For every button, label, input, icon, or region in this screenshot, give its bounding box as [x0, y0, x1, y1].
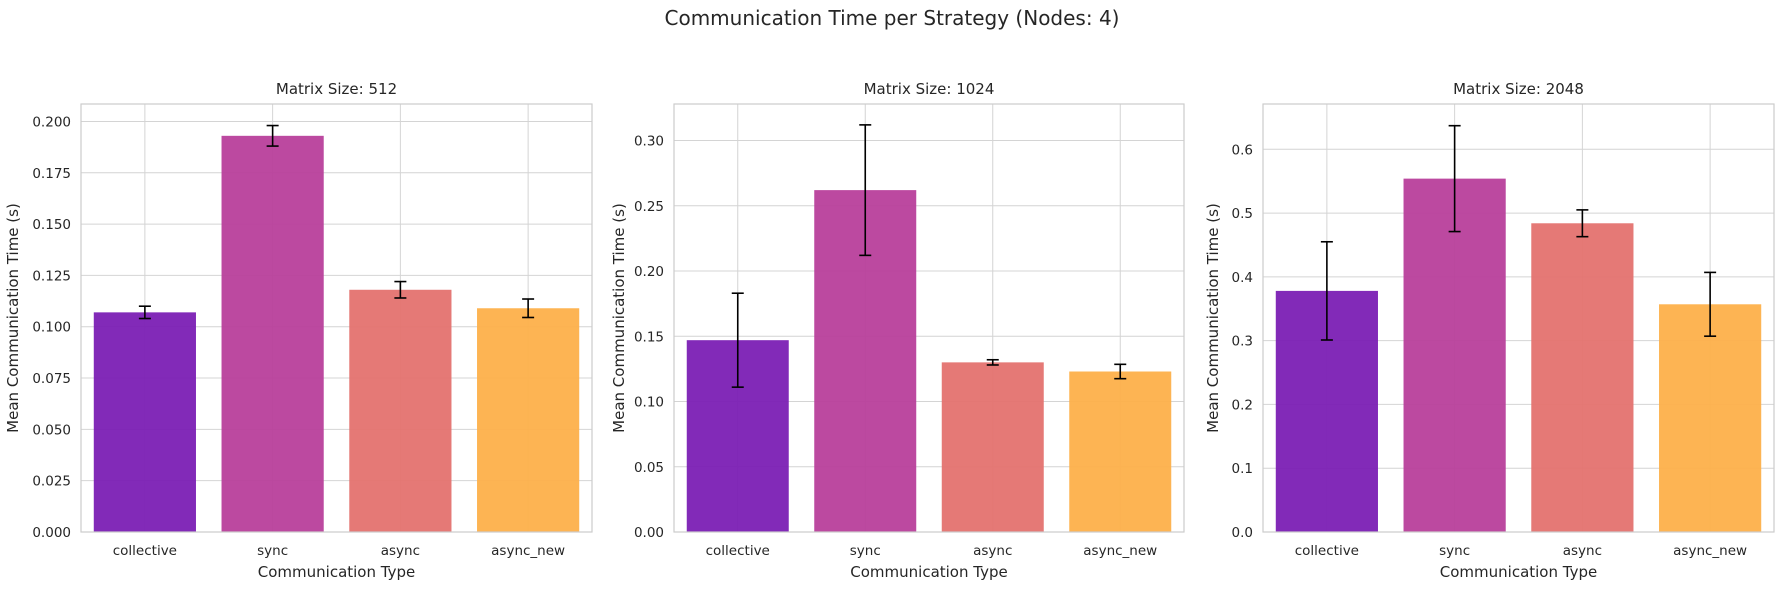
bar-async_new [1069, 371, 1172, 532]
x-axis-label: Communication Type [258, 563, 415, 581]
y-tick-label: 0.075 [32, 371, 71, 387]
error-bar-sync [859, 124, 872, 257]
y-tick-label: 0.150 [32, 217, 71, 233]
y-tick-label: 0.4 [1232, 270, 1253, 286]
chart-panel-2: 0.00 0.05 0.10 0.15 0.20 0.25 0.30 collective sy… [610, 80, 1185, 581]
bar-async [941, 362, 1044, 532]
y-tick-label: 0.025 [32, 474, 71, 490]
bar-async_new [1659, 304, 1762, 532]
x-tick-label-collective: collective [1295, 543, 1359, 559]
bar-async [1531, 223, 1634, 532]
x-tick-label-async_new: async_new [491, 543, 565, 559]
chart-panel-3: 0.0 0.1 0.2 0.3 0.4 0.5 0.6 collective sync async… [1204, 80, 1775, 581]
error-bar-async_new [1114, 363, 1127, 380]
y-axis-label: Mean Communication Time (s) [1204, 203, 1222, 433]
y-tick-label: 0.125 [32, 268, 71, 284]
y-tick-label: 0.1 [1232, 461, 1253, 477]
error-bar-collective [1320, 240, 1333, 341]
chart-panel-1: 0.000 0.025 0.050 0.075 0.100 0.125 0.150 0.175… [4, 80, 593, 581]
bar-collective [93, 312, 196, 532]
error-bar-async_new [1704, 271, 1717, 337]
x-tick-label-sync: sync [257, 543, 288, 559]
figure-title: Communication Time per Strategy (Nodes: … [665, 6, 1120, 30]
y-tick-label: 0.30 [634, 134, 664, 150]
error-bar-collective [138, 305, 151, 320]
y-tick-label: 0.00 [634, 525, 664, 541]
error-bar-sync [266, 124, 279, 147]
y-tick-label: 0.15 [634, 329, 664, 345]
x-tick-label-async_new: async_new [1083, 543, 1157, 559]
bar-async [349, 289, 452, 532]
y-tick-label: 0.05 [634, 460, 664, 476]
x-tick-label-async: async [381, 543, 420, 559]
y-axis-label: Mean Communication Time (s) [610, 203, 628, 433]
y-tick-label: 0.175 [32, 166, 71, 182]
y-tick-label: 0.050 [32, 422, 71, 438]
x-tick-label-sync: sync [1439, 543, 1470, 559]
x-tick-label-async: async [1563, 543, 1602, 559]
y-tick-label: 0.0 [1232, 525, 1253, 541]
bar-sync [221, 135, 324, 532]
y-tick-label: 0.10 [634, 395, 664, 411]
panel-title: Matrix Size: 2048 [1453, 80, 1584, 98]
error-bar-async [1576, 209, 1589, 238]
plot-frame [673, 103, 1185, 533]
y-tick-label: 0.200 [32, 114, 71, 130]
y-tick-label: 0.000 [32, 525, 71, 541]
x-tick-label-sync: sync [850, 543, 881, 559]
x-tick-label-collective: collective [706, 543, 770, 559]
y-tick-label: 0.2 [1232, 397, 1253, 413]
y-tick-label: 0.5 [1232, 206, 1253, 222]
plot-frame [1262, 103, 1775, 533]
x-tick-label-async: async [973, 543, 1012, 559]
x-tick-label-async_new: async_new [1673, 543, 1747, 559]
error-bar-collective [731, 292, 744, 388]
y-tick-label: 0.25 [634, 199, 664, 215]
error-bar-async [394, 280, 407, 299]
x-tick-label-collective: collective [113, 543, 177, 559]
panel-title: Matrix Size: 1024 [864, 80, 995, 98]
y-tick-label: 0.6 [1232, 142, 1253, 158]
y-axis-label: Mean Communication Time (s) [4, 203, 22, 433]
x-axis-label: Communication Type [1440, 563, 1597, 581]
y-tick-label: 0.100 [32, 320, 71, 336]
error-bar-async_new [522, 298, 535, 319]
plot-frame [80, 103, 593, 533]
x-axis-label: Communication Type [850, 563, 1007, 581]
bar-sync [1403, 178, 1506, 532]
panel-title: Matrix Size: 512 [276, 80, 397, 98]
error-bar-sync [1448, 124, 1461, 233]
error-bar-async [986, 358, 999, 366]
y-tick-label: 0.3 [1232, 334, 1253, 350]
bar-async_new [477, 308, 580, 532]
y-tick-label: 0.20 [634, 264, 664, 280]
